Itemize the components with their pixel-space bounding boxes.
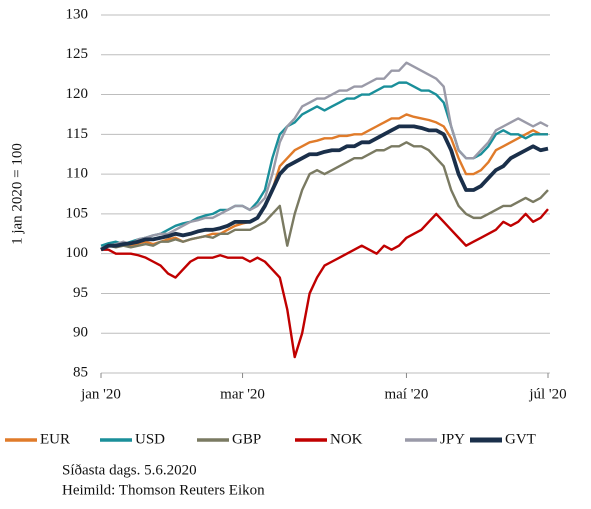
line-series xyxy=(101,208,549,359)
y-tick-label: 125 xyxy=(66,46,89,62)
y-tick-label: 130 xyxy=(66,6,89,22)
y-tick-label: 90 xyxy=(73,325,88,341)
y-tick-label: 120 xyxy=(66,86,89,102)
x-tick-label: jan '20 xyxy=(80,386,121,402)
line-series xyxy=(100,124,549,252)
line-series xyxy=(100,113,548,251)
legend-label: NOK xyxy=(330,431,363,447)
y-tick-label: 115 xyxy=(66,126,88,142)
y-tick-label: 85 xyxy=(73,364,88,380)
y-axis-label: 1 jan 2020 = 100 xyxy=(9,143,25,245)
line-series xyxy=(100,141,549,251)
line-series xyxy=(100,81,548,247)
note: Síðasta dags. 5.6.2020 xyxy=(62,462,197,478)
legend-label: JPY xyxy=(440,431,465,447)
legend-label: GVT xyxy=(505,431,536,447)
y-tick-label: 95 xyxy=(73,285,88,301)
legend-label: GBP xyxy=(232,431,261,447)
y-tick-label: 105 xyxy=(66,205,89,221)
x-tick-label: mar '20 xyxy=(220,386,265,402)
x-tick-label: maí '20 xyxy=(384,386,428,402)
y-tick-label: 110 xyxy=(66,166,88,182)
legend-label: USD xyxy=(135,431,165,447)
x-tick-label: júl '20 xyxy=(528,386,566,402)
note: Heimild: Thomson Reuters Eikon xyxy=(62,482,265,498)
legend-label: EUR xyxy=(40,431,70,447)
line-series xyxy=(100,61,549,251)
y-tick-label: 100 xyxy=(66,245,89,261)
